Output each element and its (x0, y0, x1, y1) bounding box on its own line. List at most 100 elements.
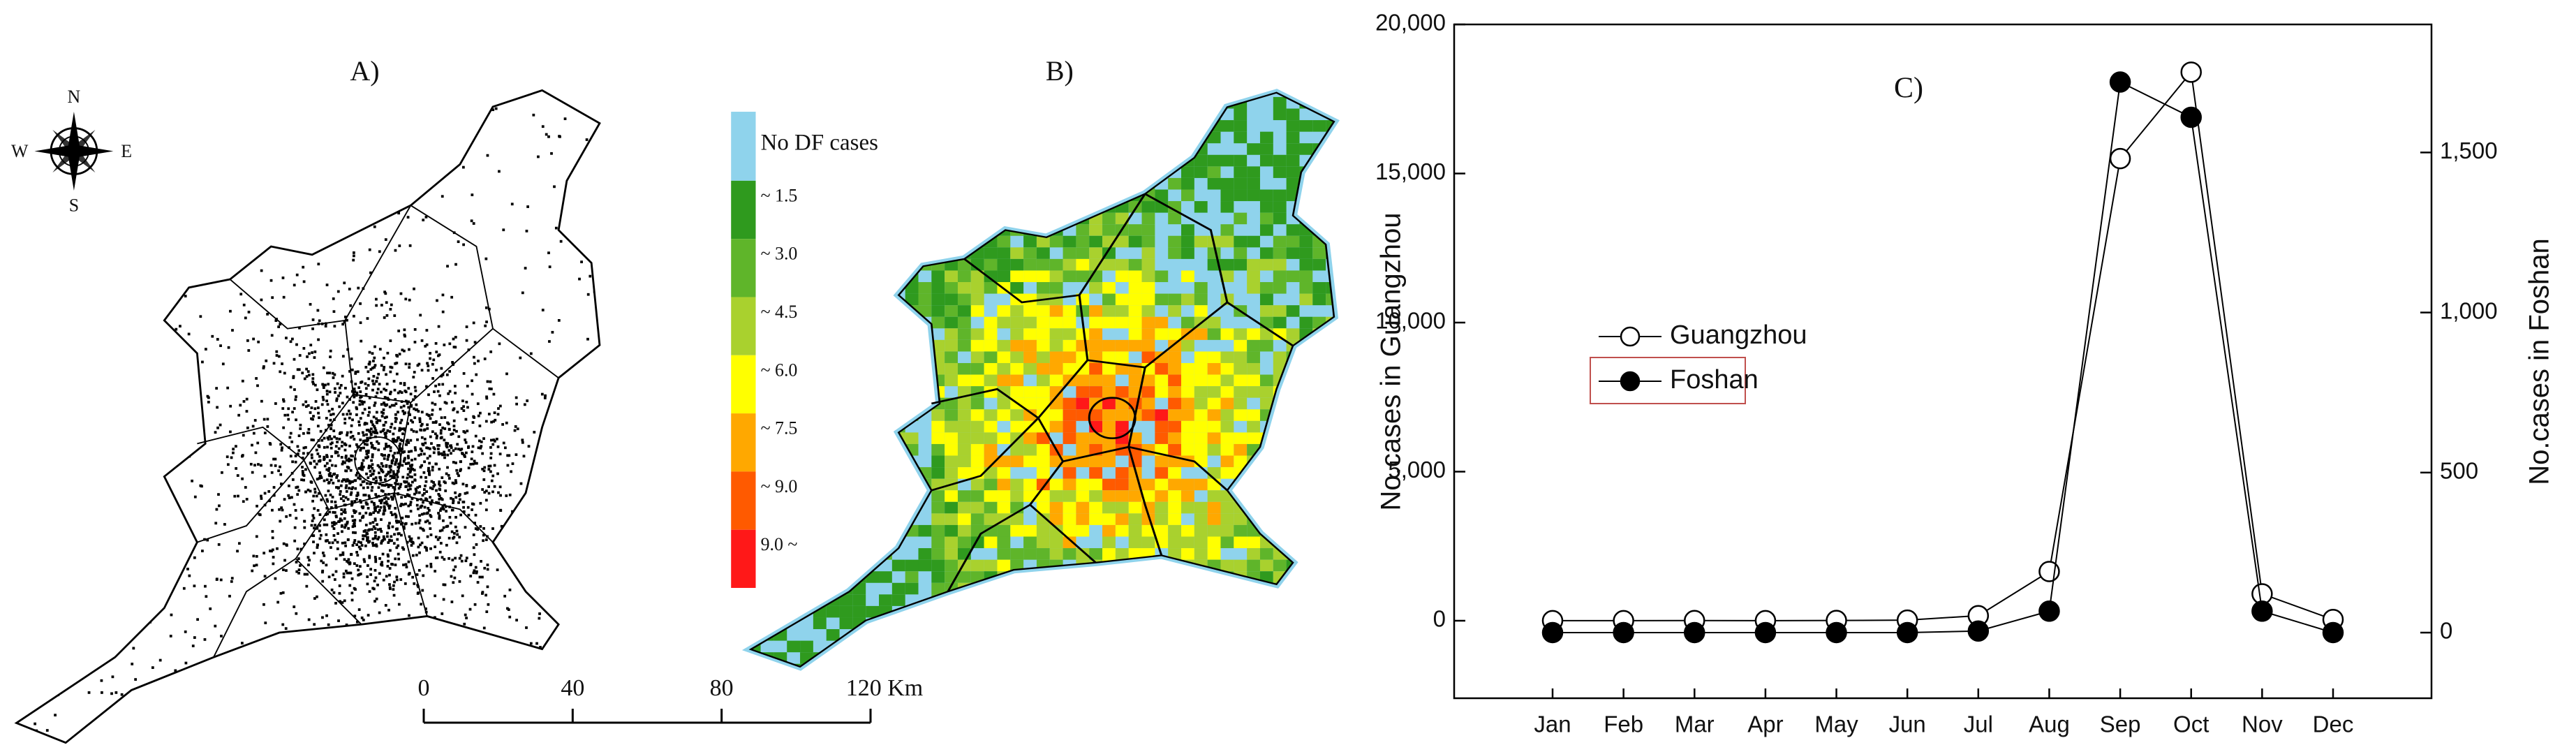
risk-cell (1207, 548, 1221, 560)
risk-cell (839, 235, 853, 248)
case-point (386, 565, 390, 568)
risk-cell (1010, 305, 1024, 317)
risk-cell (918, 629, 932, 641)
case-point (551, 431, 554, 434)
case-point (351, 434, 355, 438)
risk-cell (997, 594, 1011, 606)
case-point (160, 386, 163, 390)
risk-cell (1049, 605, 1063, 618)
risk-cell (997, 351, 1011, 363)
case-point (258, 730, 262, 734)
risk-cell (970, 166, 984, 178)
case-point (598, 482, 600, 486)
case-point (346, 413, 349, 416)
risk-cell (1181, 420, 1194, 433)
case-point (283, 498, 286, 501)
risk-cell (1102, 571, 1116, 583)
risk-cell (1076, 629, 1090, 641)
case-point (350, 487, 353, 490)
risk-cell (734, 675, 748, 687)
risk-cell (945, 443, 958, 456)
case-point (431, 401, 434, 405)
risk-cell (997, 305, 1011, 317)
case-point (360, 462, 364, 465)
map-legend: No DF cases~ 1.5~ 3.0~ 4.5~ 6.0~ 7.5~ 9.… (731, 112, 878, 589)
risk-cell (761, 675, 774, 687)
risk-cell (1326, 420, 1334, 433)
case-point (123, 353, 126, 356)
risk-cell (1089, 617, 1103, 630)
y2-tick-label: 1,000 (2440, 297, 2498, 323)
risk-cell (905, 212, 919, 225)
risk-cell (1036, 96, 1050, 109)
case-point (403, 328, 406, 332)
case-point (120, 693, 124, 696)
case-point (347, 457, 350, 461)
risk-cell (1312, 362, 1326, 375)
case-point (590, 415, 593, 418)
case-point (370, 489, 373, 492)
case-point (325, 478, 329, 482)
case-point (297, 571, 300, 575)
case-point (386, 531, 389, 535)
case-point (272, 494, 276, 497)
case-point (519, 482, 523, 485)
case-point (283, 413, 287, 417)
risk-cell (1273, 328, 1287, 340)
risk-cell (1102, 420, 1116, 433)
case-point (211, 334, 214, 338)
case-point (454, 491, 457, 494)
risk-cell (1089, 96, 1103, 109)
case-point (341, 551, 345, 554)
case-point (315, 462, 318, 466)
case-point (385, 473, 389, 476)
risk-cell (1273, 201, 1287, 213)
case-point (253, 564, 256, 568)
risk-cell (1220, 154, 1234, 167)
case-point (413, 173, 415, 177)
x-tick-label: Jun (1889, 712, 1926, 737)
case-point (415, 489, 418, 492)
risk-cell (1063, 501, 1076, 514)
risk-cell (1010, 548, 1024, 560)
case-point (408, 413, 412, 416)
case-point (383, 457, 386, 460)
risk-cell (957, 432, 971, 444)
case-point (413, 327, 417, 331)
risk-cell (1286, 513, 1300, 525)
risk-cell (957, 571, 971, 583)
risk-cell (1063, 201, 1076, 213)
risk-cell (852, 282, 866, 294)
risk-cell (1023, 166, 1037, 178)
risk-cell (970, 351, 984, 363)
case-point (313, 623, 316, 626)
case-point (434, 570, 437, 573)
risk-cell (945, 143, 958, 155)
x-tick-label: Apr (1747, 712, 1783, 737)
case-point (317, 459, 320, 463)
risk-cell (1273, 605, 1287, 618)
risk-cell (1023, 605, 1037, 618)
case-point (355, 413, 358, 416)
risk-cell (800, 490, 813, 502)
risk-cell (1049, 92, 1063, 97)
case-point (279, 591, 283, 595)
case-point (375, 545, 378, 548)
case-point (533, 431, 536, 434)
risk-cell (866, 548, 880, 560)
risk-cell (970, 443, 984, 456)
case-point (61, 215, 65, 219)
risk-cell (984, 640, 998, 653)
risk-cell (813, 501, 827, 514)
case-point (236, 550, 239, 553)
risk-cell (1273, 154, 1287, 167)
risk-cell (1023, 339, 1037, 352)
risk-cell (826, 189, 840, 202)
case-point (460, 407, 464, 410)
case-point (312, 494, 316, 498)
risk-cell (826, 397, 840, 410)
case-point (372, 447, 376, 450)
case-point (394, 563, 397, 566)
case-point (371, 528, 373, 531)
risk-cell (1010, 675, 1023, 687)
